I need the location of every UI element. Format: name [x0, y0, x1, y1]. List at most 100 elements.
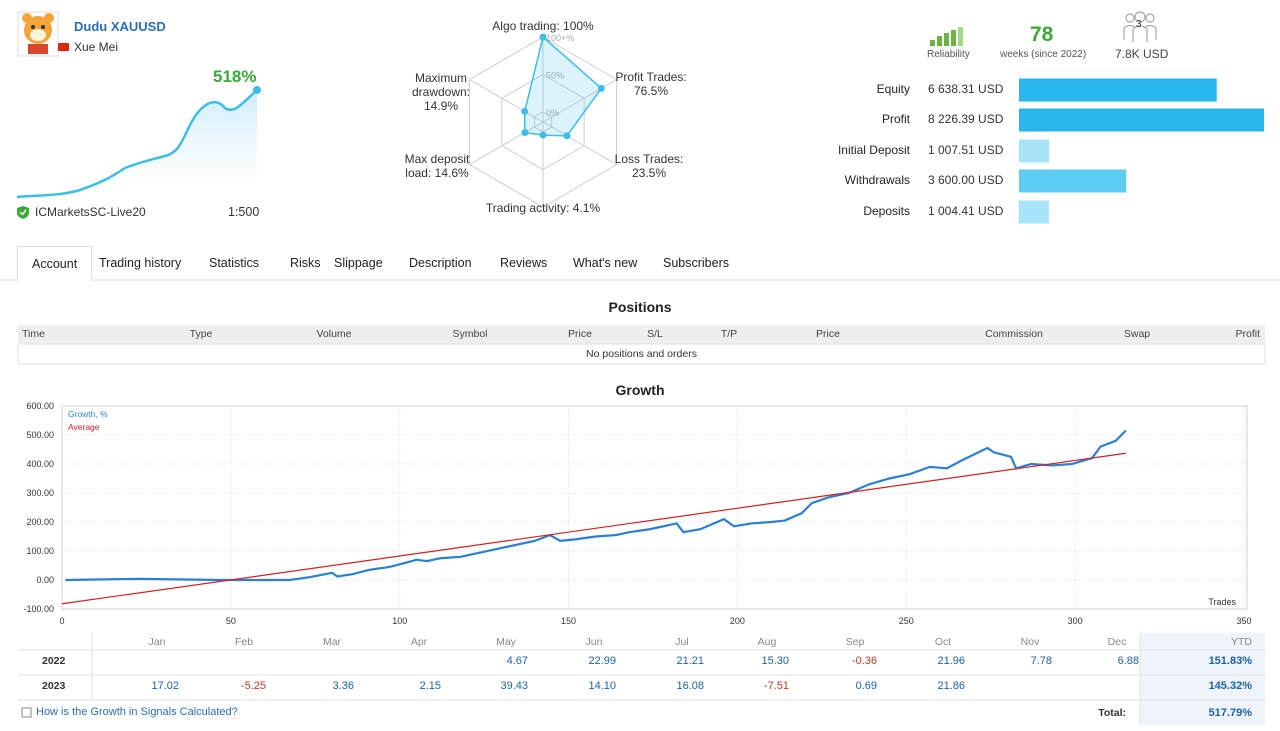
sparkline	[16, 89, 258, 199]
tab[interactable]: Trading history	[99, 256, 182, 270]
radar-ring-label: 100+%	[546, 33, 574, 43]
radar-spoke	[469, 121, 544, 165]
month-header: Sep	[845, 636, 865, 648]
balance-label: Equity	[876, 82, 910, 96]
reliability-icon	[930, 27, 963, 46]
y-tick-label: 100.00	[26, 546, 54, 556]
weeks-value: 78	[1030, 23, 1054, 46]
month-header: Jul	[675, 636, 689, 648]
month-value: 2.15	[419, 680, 441, 692]
server: ICMarketsSC-Live20	[35, 205, 146, 219]
month-value: 14.10	[588, 680, 616, 692]
radar-ring	[501, 73, 585, 171]
radar-ring-label: 0%	[546, 108, 559, 118]
balance-bar	[1019, 139, 1050, 163]
radar-ring	[468, 36, 618, 208]
weeks-label: weeks (since 2022)	[1000, 49, 1087, 60]
total-value: 517.79%	[1208, 707, 1252, 719]
tab[interactable]: Slippage	[334, 256, 383, 270]
radar-axis-value: 4.1%	[572, 201, 601, 215]
help-icon	[21, 707, 32, 718]
tab[interactable]: Reviews	[500, 256, 548, 270]
avatar[interactable]	[17, 11, 59, 57]
tab[interactable]: What's new	[573, 256, 638, 270]
total-label: Total:	[1098, 707, 1126, 719]
tab[interactable]: Description	[409, 256, 472, 270]
balance-value: 6 638.31 USD	[928, 82, 1004, 96]
balance-value: 1 007.51 USD	[928, 143, 1004, 157]
radar-axis-name: Trading activity:	[485, 201, 570, 215]
month-value: 21.96	[937, 655, 965, 667]
radar-axis-name: Max deposit load:	[404, 152, 470, 180]
positions-column: Volume	[316, 328, 352, 340]
help-link[interactable]: How is the Growth in Signals Calculated?	[36, 706, 238, 718]
radar-label: Trading activity: 4.1%	[486, 201, 600, 215]
positions-column: S/L	[647, 328, 663, 340]
month-header: Dec	[1107, 636, 1127, 648]
subscribers-icon	[1123, 11, 1157, 42]
month-value: 17.02	[151, 680, 179, 692]
balance-bar	[1019, 169, 1127, 193]
radar-label: Algo trading: 100%	[492, 19, 593, 33]
x-tick-label: 250	[899, 616, 914, 626]
radar-point	[539, 131, 547, 139]
y-tick-label: -100.00	[23, 604, 54, 614]
radar-point	[563, 132, 571, 140]
year: 2023	[42, 680, 66, 692]
tab[interactable]: Subscribers	[663, 256, 729, 270]
month-value: -7.51	[763, 680, 789, 692]
balance-value: 3 600.00 USD	[928, 173, 1004, 187]
positions-column: Symbol	[452, 328, 488, 340]
series-line	[61, 452, 1126, 605]
positions-column: Type	[189, 328, 213, 340]
positions-column: Swap	[1123, 328, 1151, 340]
tab[interactable]: Statistics	[209, 256, 260, 270]
tab[interactable]: Account	[17, 246, 93, 281]
month-value: 22.99	[588, 655, 616, 667]
month-value: 7.78	[1030, 655, 1052, 667]
positions-title: Positions	[608, 299, 672, 315]
radar-axis-name: Profit Trades:	[615, 70, 687, 84]
month-header: Aug	[757, 636, 777, 648]
radar-axis-name: Algo trading:	[492, 19, 560, 33]
radar-axis-value: 76.5%	[633, 84, 669, 98]
month-value: 16.08	[676, 680, 704, 692]
month-header: Jun	[585, 636, 603, 648]
month-value: 21.21	[676, 655, 704, 667]
radar-spoke	[542, 121, 617, 165]
y-tick-label: 200.00	[26, 517, 54, 527]
positions-column: T/P	[720, 328, 738, 340]
month-header: May	[496, 636, 516, 648]
month-value: 39.43	[500, 680, 528, 692]
series-line	[65, 429, 1127, 582]
tab[interactable]: Risks	[290, 256, 321, 270]
x-tick-label: 300	[1068, 616, 1083, 626]
y-tick-label: 600.00	[26, 401, 54, 411]
radar-label: Profit Trades: 76.5%	[605, 70, 697, 98]
y-tick-label: 400.00	[26, 459, 54, 469]
positions-column: Commission	[985, 328, 1043, 340]
plot-area	[61, 405, 1248, 610]
month-value: 151.83%	[1208, 655, 1252, 667]
x-tick-label: 350	[1236, 616, 1251, 626]
month-value: 21.86	[937, 680, 965, 692]
author[interactable]: Xue Mei	[74, 40, 119, 54]
month-header: Nov	[1020, 636, 1040, 648]
radar-label: Loss Trades: 23.5%	[608, 152, 690, 180]
month-header: Mar	[322, 636, 342, 648]
signal-name[interactable]: Dudu XAUUSD	[74, 19, 166, 34]
positions-header	[18, 325, 1265, 344]
radar-point	[521, 107, 529, 115]
radar-label: Max deposit load: 14.6%	[398, 152, 476, 180]
x-tick-label: 50	[226, 616, 236, 626]
month-header: Oct	[934, 636, 952, 648]
y-tick-label: 0.00	[36, 575, 54, 585]
radar-label: Maximum drawdown: 14.9%	[409, 71, 473, 113]
y-tick-label: 500.00	[26, 430, 54, 440]
radar-point	[521, 128, 529, 136]
positions-body	[17, 343, 1266, 365]
growth-value: 518%	[213, 67, 257, 86]
month-value: 4.67	[506, 655, 528, 667]
positions-column: Price	[816, 328, 840, 340]
